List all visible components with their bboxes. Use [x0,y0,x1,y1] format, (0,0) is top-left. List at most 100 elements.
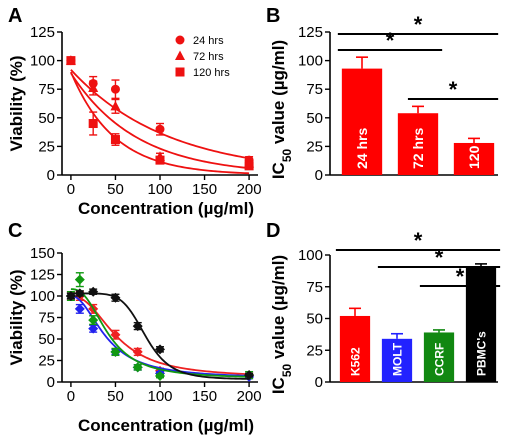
bar-2 [453,142,495,175]
y-tick-label: 25 [38,353,55,370]
y-tick-label: 75 [306,81,323,98]
x-tick-label: 200 [237,181,262,198]
data-point [155,155,165,165]
fit-curve [70,72,250,170]
panel-label-C: C [8,220,22,242]
x-axis-title: Concentration (µg/ml) [78,199,254,218]
y-tick-label: 50 [306,110,323,127]
data-point [110,84,120,94]
bar-label-0: K562 [348,347,362,376]
legend-label: 24 hrs [193,35,224,47]
x-tick-label: 0 [67,388,75,405]
x-tick-label: 0 [67,181,75,198]
fit-curve [70,295,250,377]
significance-star: * [456,264,465,289]
data-point [74,288,85,299]
data-point [88,286,99,297]
y-tick-label: 100 [30,288,55,305]
bar-1 [381,338,413,382]
data-point [110,346,121,357]
bar-label-1: 72 hrs [410,128,426,169]
significance-star: * [435,245,444,270]
data-point [65,291,76,301]
fit-curve [70,295,250,376]
y-axis-title: Viability (%) [7,55,26,151]
y-axis-title: Viability (%) [7,269,26,365]
legend-label: 120 hrs [193,67,230,79]
data-point [244,370,255,381]
data-point [88,119,98,129]
legend-marker [175,35,185,45]
bar-2 [423,332,455,382]
bar-label-2: CCRF [432,343,446,376]
y-tick-label: 75 [306,279,323,296]
data-point [110,329,121,340]
significance-star: * [414,12,423,37]
bar-label-2: 120 [466,145,482,169]
legend-label: 72 hrs [193,51,224,63]
x-tick-label: 150 [192,388,217,405]
data-point [155,124,165,134]
bar-label-3: PBMC's [474,331,488,376]
data-point [244,161,254,171]
bar-label-0: 24 hrs [354,128,370,169]
panel-C: C 0 25 50 75 100 125 150 0 50 100 150 200 Concentrati… [8,220,262,435]
panel-A: A 0 25 50 75 100 125 0 50 100 150 200Concentration … [8,5,262,218]
significance-star: * [449,77,458,102]
panel-D: D 0 25 50 75 100 K562 MOLT CCRF PBMC's * * * [266,220,501,391]
significance-star: * [414,228,423,253]
data-point [88,82,99,93]
y-tick-label: 75 [38,81,55,98]
x-tick-label: 50 [107,388,124,405]
data-point [110,135,120,145]
legend-marker [175,67,185,77]
data-point [74,303,85,314]
data-point [110,292,121,303]
data-point [88,315,99,326]
y-tick-label: 25 [38,138,55,155]
x-tick-label: 100 [147,181,172,198]
y-axis-title: IC50 value (µg/ml) [269,40,294,179]
x-tick-label: 100 [147,388,172,405]
y-tick-label: 75 [38,310,55,327]
fit-curve [70,288,250,378]
fit-curve [70,292,250,380]
legend-marker [175,50,185,60]
significance-star: * [386,28,395,53]
bar-0 [339,315,371,382]
data-point [88,323,99,334]
y-tick-label: 0 [47,374,55,391]
x-axis-title: Concentration (µg/ml) [78,416,254,435]
x-tick-label: 50 [107,181,124,198]
y-tick-label: 0 [315,167,323,184]
y-tick-label: 50 [38,331,55,348]
y-tick-label: 0 [315,374,323,391]
y-tick-label: 125 [30,24,55,41]
bar-1 [397,113,439,175]
data-point [110,100,121,111]
bar-label-1: MOLT [390,342,404,376]
y-tick-label: 50 [38,110,55,127]
y-tick-label: 125 [298,24,323,41]
y-tick-label: 100 [298,53,323,70]
bar-0 [341,68,383,175]
data-point [155,370,165,381]
y-tick-label: 50 [306,311,323,328]
legend: 24 hrs 72 hrs 120 hrs [175,35,230,79]
y-tick-label: 100 [30,53,55,70]
data-point [132,346,143,357]
series-3 [65,286,255,381]
data-point [66,56,76,66]
y-tick-label: 125 [30,267,55,284]
y-tick-label: 100 [298,247,323,264]
panel-B: B 0 25 50 75 100 125 24 hrs 72 hrs 120 * * * [266,5,499,184]
x-tick-label: 150 [192,181,217,198]
series-2 [66,56,254,175]
data-point [132,321,143,332]
y-tick-label: 25 [306,138,323,155]
y-tick-label: 0 [47,167,55,184]
data-point [155,344,165,355]
panel-label-D: D [266,220,280,242]
x-tick-label: 200 [237,388,262,405]
